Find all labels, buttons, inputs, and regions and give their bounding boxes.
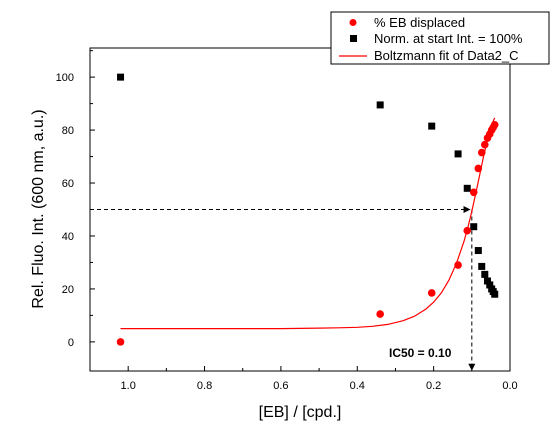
x-tick-label: 0.4 bbox=[350, 380, 365, 392]
normalized-intensity-point bbox=[454, 150, 462, 158]
y-tick-label: 100 bbox=[56, 72, 74, 84]
eb-displaced-point bbox=[427, 289, 436, 297]
legend-label: Norm. at start Int. = 100% bbox=[374, 31, 523, 46]
normalized-intensity-point bbox=[470, 223, 478, 231]
normalized-intensity-point bbox=[463, 184, 471, 192]
legend-label: Boltzmann fit of Data2_C bbox=[374, 48, 519, 63]
y-tick-label: 20 bbox=[62, 284, 74, 296]
normalized-intensity-point bbox=[491, 290, 499, 298]
legend-label: % EB displaced bbox=[374, 15, 465, 30]
legend-box bbox=[330, 11, 550, 65]
eb-displaced-point bbox=[477, 148, 486, 157]
eb-displaced-point bbox=[474, 164, 483, 173]
y-tick-label: 60 bbox=[62, 178, 74, 190]
normalized-intensity-point bbox=[376, 101, 384, 109]
x-tick-label: 0.8 bbox=[197, 380, 212, 392]
x-tick-label: 0.0 bbox=[502, 380, 517, 392]
legend-marker-circle bbox=[349, 19, 357, 26]
eb-displaced-point bbox=[116, 338, 125, 346]
legend: % EB displaced Norm. at start Int. = 100… bbox=[330, 11, 550, 65]
normalized-intensity-point bbox=[478, 262, 486, 270]
x-tick-label: 0.6 bbox=[273, 380, 288, 392]
legend-marker-square bbox=[350, 35, 357, 42]
ic50-annotation: IC50 = 0.10 bbox=[389, 346, 452, 360]
y-axis-label: Rel. Fluo. Int. (600 nm, a.u.) bbox=[30, 109, 47, 308]
eb-displaced-point bbox=[481, 140, 489, 149]
y-tick-label: 40 bbox=[62, 231, 74, 243]
fit-curve-layer bbox=[120, 117, 496, 330]
normalized-intensity-point bbox=[474, 247, 482, 255]
eb-displaced-point bbox=[463, 226, 472, 235]
x-axis-label: [EB] / [cpd.] bbox=[259, 404, 342, 421]
x-tick-label: 1.0 bbox=[121, 380, 136, 392]
eb-displaced-point bbox=[490, 120, 499, 129]
boltzmann-fit-line bbox=[120, 117, 496, 330]
reference-lines bbox=[90, 206, 476, 371]
x-tick-label: 0.2 bbox=[426, 380, 441, 392]
eb-displaced-point bbox=[454, 261, 462, 269]
normalized-intensity-point bbox=[481, 270, 489, 278]
y-axis-ticks: 0 20 40 60 80 100 bbox=[56, 50, 95, 349]
eb-displaced-point bbox=[469, 188, 478, 197]
normalized-intensity-point bbox=[486, 281, 494, 289]
normalized-intensity-point bbox=[483, 277, 491, 285]
normalized-intensity-point bbox=[117, 73, 125, 81]
y-tick-label: 80 bbox=[62, 125, 74, 137]
y-tick-label: 0 bbox=[68, 337, 74, 349]
eb-displaced-point bbox=[376, 310, 384, 318]
normalized-intensity-point bbox=[428, 122, 436, 130]
x-axis-ticks: 1.0 0.8 0.6 0.4 0.2 0.0 bbox=[121, 366, 518, 392]
points-layer bbox=[116, 73, 499, 346]
